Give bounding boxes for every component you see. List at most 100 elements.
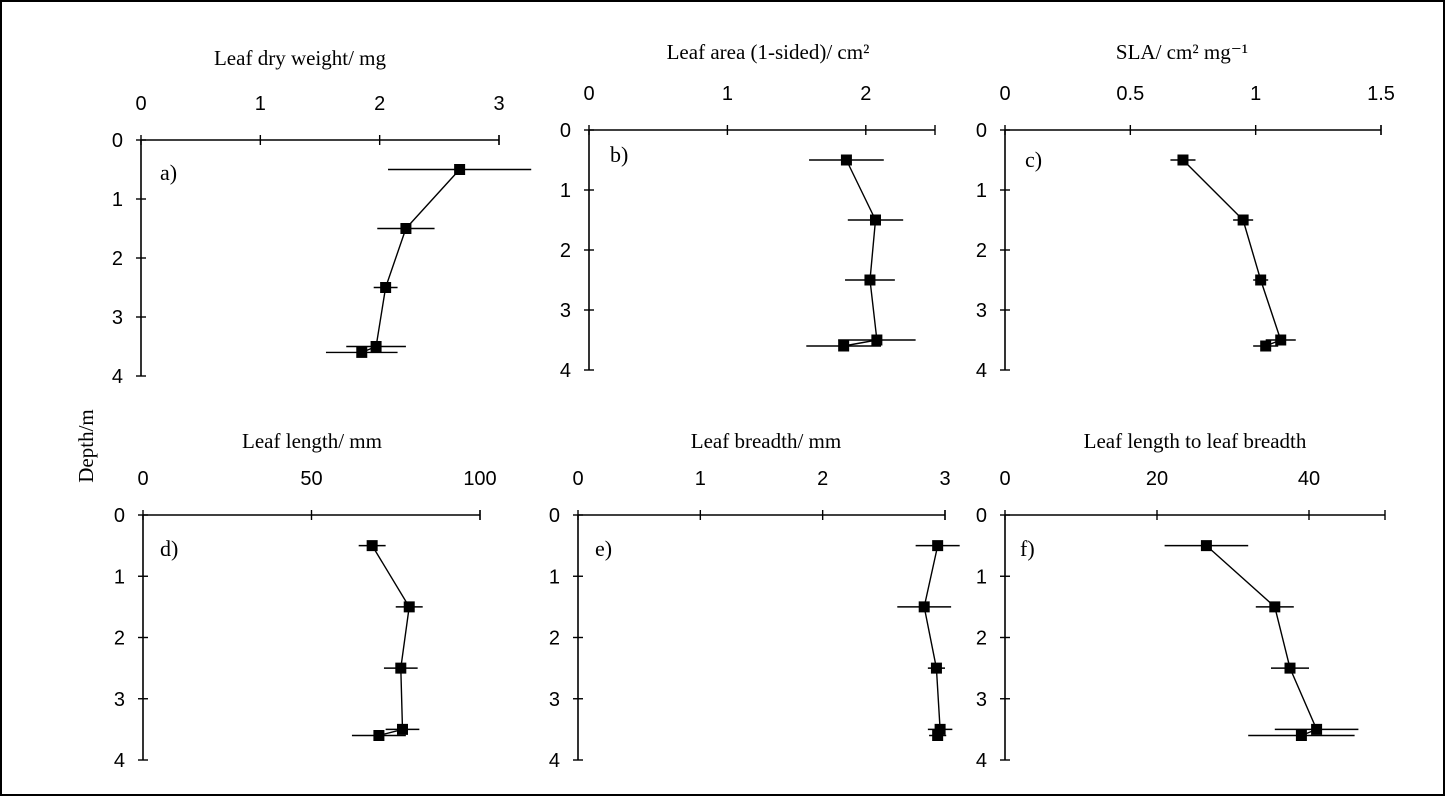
x-tick-label: 1 [722, 83, 733, 105]
y-tick-label: 3 [976, 300, 987, 322]
data-point [918, 601, 930, 613]
data-point [932, 540, 944, 552]
y-tick-label: 4 [560, 360, 571, 382]
x-tick-label: 1.5 [1367, 83, 1395, 105]
panel-d: Leaf length/ mm 0 50 100 0 1 2 3 4 d) [114, 429, 497, 772]
panel-e: Leaf breadth/ mm 0 1 2 3 0 1 2 3 4 e) [549, 429, 960, 772]
data-point [1255, 274, 1267, 286]
y-tick-label: 4 [976, 360, 987, 382]
series-line [923, 545, 941, 736]
series-line [361, 169, 461, 354]
y-tick-label: 4 [114, 750, 125, 772]
x-tick-label: 0 [999, 468, 1010, 490]
y-tick-label: 1 [976, 566, 987, 588]
y-axis-title: Depth/m [74, 409, 98, 483]
x-tick-label: 1 [1250, 83, 1261, 105]
series-line [371, 545, 410, 737]
data-point [1275, 334, 1287, 346]
data-point [838, 340, 850, 352]
series-line [1205, 545, 1318, 737]
y-tick-label: 3 [549, 689, 560, 711]
data-point [864, 274, 876, 286]
data-point [1295, 730, 1307, 741]
y-tick-label: 1 [976, 180, 987, 202]
panel-b: Leaf area (1-sided)/ cm² 0 1 2 0 1 2 3 4 b) [560, 40, 936, 382]
data-point [930, 662, 942, 674]
x-tick-label: 3 [939, 468, 950, 490]
data-point [869, 214, 881, 226]
x-tick-label: 40 [1298, 468, 1320, 490]
panel-title: Leaf length/ mm [242, 429, 382, 453]
y-tick-label: 3 [560, 300, 571, 322]
x-tick-label: 3 [493, 93, 504, 115]
y-tick-label: 4 [549, 750, 560, 772]
x-tick-label: 2 [374, 93, 385, 115]
x-tick-label: 2 [860, 83, 871, 105]
data-point [871, 334, 883, 346]
panel-letter: c) [1025, 147, 1042, 172]
panel-f: Leaf length to leaf breadth 0 20 40 0 1 2 3 4 f) [976, 429, 1386, 772]
panel-title: SLA/ cm² mg⁻¹ [1116, 40, 1248, 64]
panel-a: Leaf dry weight/ mg 0 1 2 3 0 1 2 3 4 a) [112, 46, 532, 388]
y-tick-label: 3 [976, 689, 987, 711]
panel-letter: d) [160, 536, 178, 561]
data-point [1260, 340, 1272, 352]
y-tick-label: 0 [114, 505, 125, 527]
panel-letter: f) [1020, 536, 1035, 561]
x-tick-label: 1 [695, 468, 706, 490]
data-point [1284, 662, 1296, 674]
x-tick-label: 0 [572, 468, 583, 490]
data-point [454, 164, 466, 175]
panel-title: Leaf breadth/ mm [691, 429, 841, 453]
y-tick-label: 0 [976, 505, 987, 527]
x-tick-label: 20 [1146, 468, 1168, 490]
y-tick-label: 0 [976, 120, 987, 142]
x-tick-label: 2 [817, 468, 828, 490]
x-tick-label: 50 [300, 468, 322, 490]
x-tick-label: 100 [463, 468, 496, 490]
y-tick-label: 2 [976, 240, 987, 262]
series-line [1182, 159, 1282, 347]
y-tick-label: 1 [549, 566, 560, 588]
y-tick-label: 1 [112, 189, 123, 211]
series-line [843, 159, 878, 347]
y-tick-label: 2 [976, 628, 987, 650]
y-tick-label: 2 [114, 628, 125, 650]
data-point [840, 154, 852, 166]
data-point [1269, 601, 1281, 613]
x-tick-label: 0.5 [1116, 83, 1144, 105]
y-tick-label: 2 [112, 248, 123, 270]
data-point [395, 662, 407, 674]
data-point [1200, 540, 1212, 552]
data-point [1177, 154, 1189, 166]
x-tick-label: 0 [135, 93, 146, 115]
y-tick-label: 0 [560, 120, 571, 142]
panel-title: Leaf area (1-sided)/ cm² [667, 40, 870, 64]
y-tick-label: 3 [114, 689, 125, 711]
data-point [356, 346, 368, 358]
data-point [370, 341, 382, 352]
y-tick-label: 1 [560, 180, 571, 202]
y-tick-label: 1 [114, 566, 125, 588]
x-tick-label: 0 [999, 83, 1010, 105]
data-point [380, 282, 392, 293]
data-point [366, 540, 378, 552]
y-tick-label: 3 [112, 307, 123, 329]
panel-letter: e) [595, 536, 612, 561]
x-tick-label: 1 [255, 93, 266, 115]
x-tick-label: 0 [583, 83, 594, 105]
y-tick-label: 2 [549, 628, 560, 650]
y-tick-label: 4 [112, 366, 123, 388]
data-point [400, 223, 412, 234]
data-point [1237, 214, 1249, 226]
panel-letter: b) [610, 142, 628, 167]
panel-title: Leaf length to leaf breadth [1084, 429, 1307, 453]
y-tick-label: 0 [549, 505, 560, 527]
data-point [403, 601, 415, 613]
y-tick-label: 4 [976, 750, 987, 772]
data-point [934, 723, 946, 735]
panel-title: Leaf dry weight/ mg [214, 46, 387, 70]
panel-letter: a) [160, 160, 177, 185]
